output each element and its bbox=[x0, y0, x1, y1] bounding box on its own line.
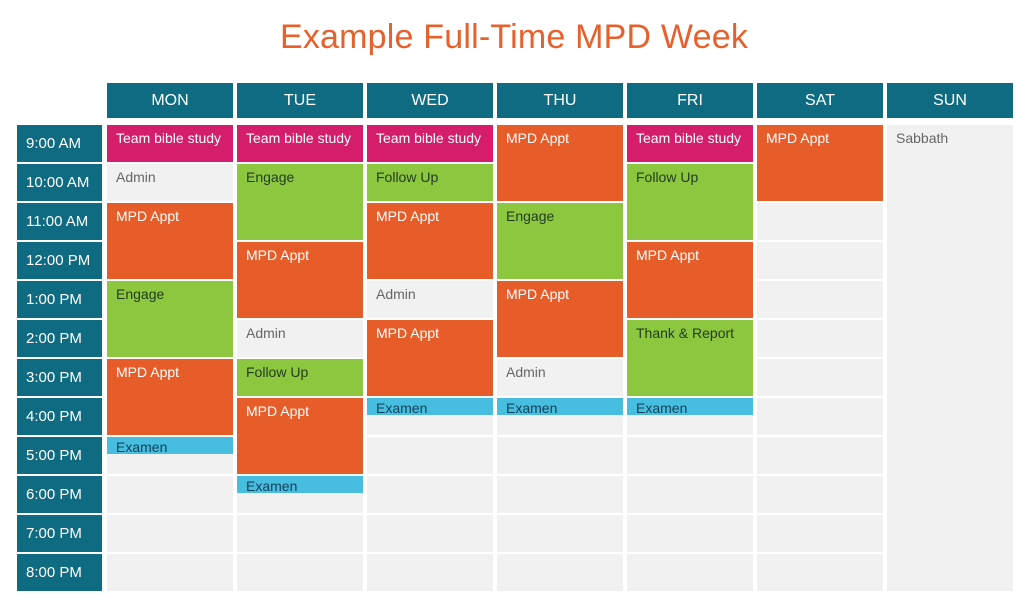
time-label: 12:00 PM bbox=[17, 242, 102, 279]
time-label: 7:00 PM bbox=[17, 515, 102, 552]
event-mpd-appt[interactable]: MPD Appt bbox=[237, 398, 363, 474]
event-mpd-appt[interactable]: MPD Appt bbox=[107, 203, 233, 279]
event-examen[interactable]: Examen bbox=[237, 476, 363, 493]
sunday-column[interactable] bbox=[887, 125, 1013, 591]
schedule-slot[interactable] bbox=[107, 515, 233, 552]
schedule-slot[interactable] bbox=[107, 554, 233, 591]
time-label: 6:00 PM bbox=[17, 476, 102, 513]
schedule-slot[interactable] bbox=[367, 281, 493, 318]
time-label: 8:00 PM bbox=[17, 554, 102, 591]
time-label: 9:00 AM bbox=[17, 125, 102, 162]
schedule-slot[interactable] bbox=[497, 554, 623, 591]
schedule-slot[interactable] bbox=[757, 554, 883, 591]
schedule-slot[interactable] bbox=[757, 359, 883, 396]
event-mpd-appt[interactable]: MPD Appt bbox=[497, 281, 623, 357]
day-header-mon: MON bbox=[107, 83, 233, 118]
page-title: Example Full-Time MPD Week bbox=[279, 18, 749, 56]
schedule-slot[interactable] bbox=[107, 164, 233, 201]
day-header-fri: FRI bbox=[627, 83, 753, 118]
schedule-slot[interactable] bbox=[497, 437, 623, 474]
schedule-slot[interactable] bbox=[757, 437, 883, 474]
schedule-slot[interactable] bbox=[497, 359, 623, 396]
schedule-slot[interactable] bbox=[757, 242, 883, 279]
event-admin[interactable]: Admin bbox=[116, 169, 156, 185]
event-team-bible-study[interactable]: Team bible study bbox=[627, 125, 753, 162]
event-mpd-appt[interactable]: MPD Appt bbox=[367, 203, 493, 279]
event-admin[interactable]: Admin bbox=[246, 325, 286, 341]
schedule-slot[interactable] bbox=[757, 515, 883, 552]
day-header-wed: WED bbox=[367, 83, 493, 118]
event-admin[interactable]: Admin bbox=[506, 364, 546, 380]
event-examen[interactable]: Examen bbox=[497, 398, 623, 415]
event-mpd-appt[interactable]: MPD Appt bbox=[757, 125, 883, 201]
schedule-slot[interactable] bbox=[367, 554, 493, 591]
schedule-slot[interactable] bbox=[367, 437, 493, 474]
day-header-thu: THU bbox=[497, 83, 623, 118]
schedule-slot[interactable] bbox=[627, 515, 753, 552]
event-follow-up[interactable]: Follow Up bbox=[627, 164, 753, 240]
schedule-slot[interactable] bbox=[627, 437, 753, 474]
schedule-slot[interactable] bbox=[367, 515, 493, 552]
event-team-bible-study[interactable]: Team bible study bbox=[107, 125, 233, 162]
event-examen[interactable]: Examen bbox=[627, 398, 753, 415]
schedule-slot[interactable] bbox=[757, 281, 883, 318]
event-mpd-appt[interactable]: MPD Appt bbox=[367, 320, 493, 396]
schedule-slot[interactable] bbox=[107, 476, 233, 513]
event-engage[interactable]: Engage bbox=[497, 203, 623, 279]
event-examen[interactable]: Examen bbox=[107, 437, 233, 454]
day-header-sun: SUN bbox=[887, 83, 1013, 118]
schedule-slot[interactable] bbox=[497, 515, 623, 552]
schedule-slot[interactable] bbox=[627, 476, 753, 513]
schedule-slot[interactable] bbox=[237, 320, 363, 357]
time-label: 5:00 PM bbox=[17, 437, 102, 474]
event-mpd-appt[interactable]: MPD Appt bbox=[497, 125, 623, 201]
event-sabbath[interactable]: Sabbath bbox=[896, 130, 949, 146]
event-follow-up[interactable]: Follow Up bbox=[367, 164, 493, 201]
event-team-bible-study[interactable]: Team bible study bbox=[367, 125, 493, 162]
event-team-bible-study[interactable]: Team bible study bbox=[237, 125, 363, 162]
schedule-slot[interactable] bbox=[757, 203, 883, 240]
day-header-sat: SAT bbox=[757, 83, 883, 118]
schedule-slot[interactable] bbox=[237, 515, 363, 552]
day-header-tue: TUE bbox=[237, 83, 363, 118]
schedule-slot[interactable] bbox=[757, 320, 883, 357]
time-label: 2:00 PM bbox=[17, 320, 102, 357]
event-mpd-appt[interactable]: MPD Appt bbox=[627, 242, 753, 318]
event-mpd-appt[interactable]: MPD Appt bbox=[237, 242, 363, 318]
schedule-slot[interactable] bbox=[237, 554, 363, 591]
event-mpd-appt[interactable]: MPD Appt bbox=[107, 359, 233, 435]
schedule-slot[interactable] bbox=[497, 476, 623, 513]
event-follow-up[interactable]: Follow Up bbox=[237, 359, 363, 396]
event-thank-report[interactable]: Thank & Report bbox=[627, 320, 753, 396]
event-examen[interactable]: Examen bbox=[367, 398, 493, 415]
time-label: 4:00 PM bbox=[17, 398, 102, 435]
time-label: 10:00 AM bbox=[17, 164, 102, 201]
schedule-slot[interactable] bbox=[757, 398, 883, 435]
schedule-slot[interactable] bbox=[367, 476, 493, 513]
schedule-slot[interactable] bbox=[757, 476, 883, 513]
schedule-slot[interactable] bbox=[627, 554, 753, 591]
time-label: 3:00 PM bbox=[17, 359, 102, 396]
time-label: 11:00 AM bbox=[17, 203, 102, 240]
time-label: 1:00 PM bbox=[17, 281, 102, 318]
event-admin[interactable]: Admin bbox=[376, 286, 416, 302]
event-engage[interactable]: Engage bbox=[107, 281, 233, 357]
event-engage[interactable]: Engage bbox=[237, 164, 363, 240]
